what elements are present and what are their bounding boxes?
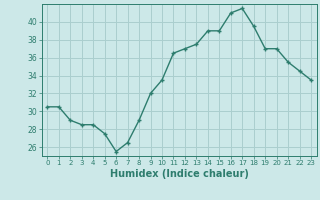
X-axis label: Humidex (Indice chaleur): Humidex (Indice chaleur) bbox=[110, 169, 249, 179]
